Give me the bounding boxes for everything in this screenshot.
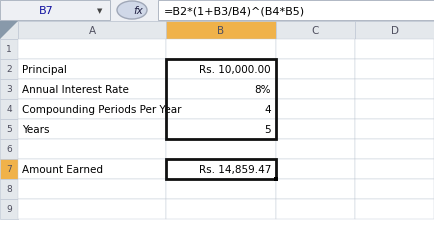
- Bar: [166, 179, 276, 199]
- Text: 8: 8: [6, 185, 12, 194]
- Bar: [166, 22, 276, 40]
- Bar: [166, 159, 276, 179]
- Text: Rs. 10,000.00: Rs. 10,000.00: [199, 65, 271, 75]
- Bar: [166, 60, 276, 80]
- Bar: [355, 199, 434, 219]
- Text: Principal: Principal: [22, 65, 67, 75]
- Bar: [18, 199, 166, 219]
- Text: A: A: [89, 26, 95, 36]
- Text: 5: 5: [264, 125, 271, 134]
- Text: 7: 7: [6, 165, 12, 174]
- Text: 6: 6: [6, 145, 12, 154]
- Bar: [276, 159, 355, 179]
- Text: Compounding Periods Per Year: Compounding Periods Per Year: [22, 105, 181, 115]
- Bar: [18, 40, 166, 60]
- Text: 1: 1: [6, 45, 12, 54]
- Bar: [158, 1, 434, 21]
- Text: ▼: ▼: [97, 8, 103, 14]
- Bar: [166, 80, 276, 100]
- Bar: [276, 100, 355, 119]
- Text: D: D: [391, 26, 398, 36]
- Bar: [276, 139, 355, 159]
- Bar: [355, 119, 434, 139]
- Ellipse shape: [117, 2, 147, 20]
- Bar: [166, 40, 276, 60]
- Bar: [0, 22, 18, 40]
- Bar: [274, 177, 278, 181]
- Text: 3: 3: [6, 85, 12, 94]
- Bar: [166, 199, 276, 219]
- Bar: [166, 60, 276, 139]
- Bar: [166, 159, 276, 179]
- Text: 9: 9: [6, 205, 12, 214]
- Bar: [18, 60, 166, 80]
- Bar: [0, 119, 18, 139]
- Bar: [0, 179, 18, 199]
- Bar: [0, 159, 18, 179]
- Text: Annual Interest Rate: Annual Interest Rate: [22, 85, 129, 94]
- Bar: [276, 119, 355, 139]
- Text: B: B: [217, 26, 224, 36]
- Text: 4: 4: [264, 105, 271, 115]
- Text: fx: fx: [133, 6, 143, 16]
- Text: Rs. 14,859.47: Rs. 14,859.47: [199, 164, 271, 174]
- Bar: [18, 139, 166, 159]
- Bar: [276, 22, 355, 40]
- Polygon shape: [0, 22, 18, 40]
- Text: 5: 5: [6, 125, 12, 134]
- Bar: [0, 199, 18, 219]
- Bar: [355, 179, 434, 199]
- Bar: [18, 159, 166, 179]
- Bar: [355, 100, 434, 119]
- Bar: [18, 179, 166, 199]
- Bar: [18, 80, 166, 100]
- Text: B7: B7: [39, 6, 53, 16]
- Bar: [355, 139, 434, 159]
- Bar: [355, 22, 434, 40]
- Text: 4: 4: [6, 105, 12, 114]
- Text: Amount Earned: Amount Earned: [22, 164, 103, 174]
- Bar: [166, 100, 276, 119]
- Bar: [0, 1, 110, 21]
- Text: C: C: [312, 26, 319, 36]
- Bar: [0, 60, 18, 80]
- Bar: [18, 119, 166, 139]
- Bar: [276, 179, 355, 199]
- Bar: [276, 199, 355, 219]
- Bar: [276, 80, 355, 100]
- Bar: [0, 40, 18, 60]
- Text: =B2*(1+B3/B4)^(B4*B5): =B2*(1+B3/B4)^(B4*B5): [164, 6, 305, 16]
- Bar: [0, 139, 18, 159]
- Bar: [0, 0, 434, 22]
- Bar: [355, 60, 434, 80]
- Bar: [18, 100, 166, 119]
- Bar: [18, 22, 166, 40]
- Bar: [355, 40, 434, 60]
- Text: 2: 2: [6, 65, 12, 74]
- Bar: [166, 139, 276, 159]
- Text: Years: Years: [22, 125, 49, 134]
- Bar: [355, 159, 434, 179]
- Bar: [355, 80, 434, 100]
- Text: 8%: 8%: [254, 85, 271, 94]
- Bar: [166, 119, 276, 139]
- Bar: [276, 60, 355, 80]
- Bar: [0, 80, 18, 100]
- Bar: [276, 40, 355, 60]
- Bar: [0, 100, 18, 119]
